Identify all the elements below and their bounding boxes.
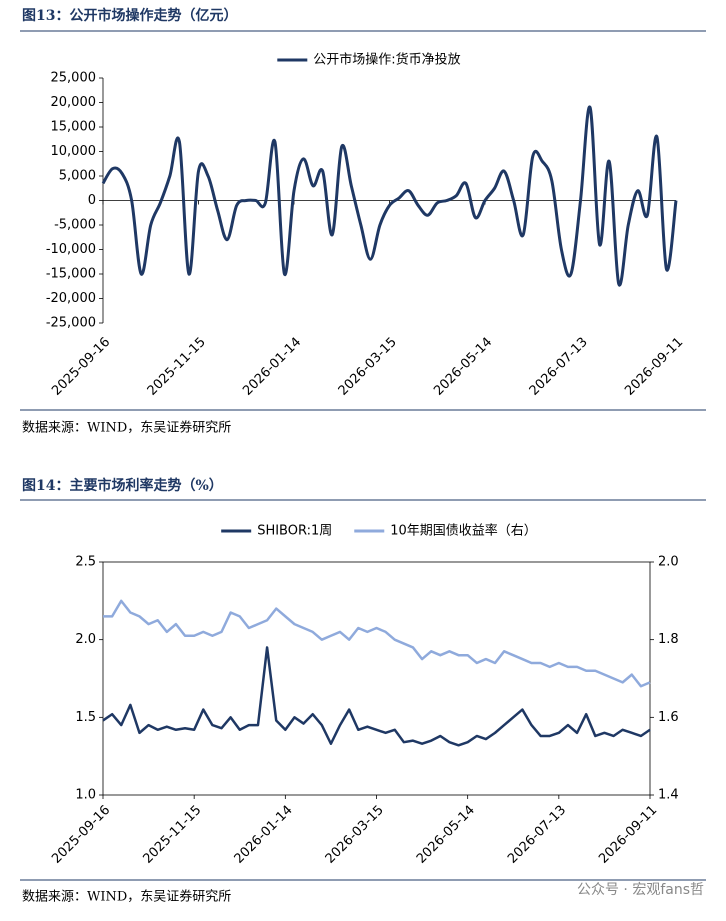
y2-tick-label: 1.8 (658, 632, 679, 647)
x-tick-label: 2026-03-15 (323, 803, 387, 867)
x-tick-label: 2026-05-14 (431, 335, 495, 399)
source-note: 数据来源：WIND，东吴证券研究所 (22, 889, 231, 905)
y-tick-label: -5,000 (54, 218, 96, 233)
y-tick-label: -25,000 (46, 316, 96, 331)
legend-label: SHIBOR:1周 (257, 524, 332, 539)
y2-tick-label: 1.4 (658, 788, 679, 803)
x-tick-label: 2025-09-16 (49, 803, 113, 867)
figure-title: 图13：公开市场操作走势（亿元） (22, 7, 237, 24)
y2-tick-label: 1.6 (658, 710, 679, 725)
x-tick-label: 2025-11-15 (140, 803, 204, 867)
legend-label: 10年期国债收益率（右） (390, 523, 537, 539)
y-tick-label: 0 (88, 193, 96, 208)
y-tick-label: 1.5 (75, 710, 96, 725)
series-line (103, 599, 651, 688)
legend-label: 公开市场操作:货币净投放 (313, 52, 460, 68)
y-tick-label: 2.0 (75, 632, 96, 647)
y-tick-label: 2.5 (75, 555, 96, 570)
x-tick-label: 2025-11-15 (145, 335, 209, 399)
y-tick-label: -10,000 (46, 242, 96, 257)
x-tick-label: 2026-05-14 (414, 803, 478, 867)
x-tick-label: 2026-03-15 (336, 335, 400, 399)
series-line (101, 105, 678, 287)
y-tick-label: 25,000 (51, 71, 97, 86)
y2-tick-label: 2.0 (658, 555, 679, 570)
series-line (102, 646, 651, 747)
y-tick-label: 20,000 (51, 95, 97, 110)
x-tick-label: 2026-07-13 (527, 335, 591, 399)
x-tick-label: 2026-09-11 (622, 335, 686, 399)
y-tick-label: 15,000 (51, 120, 97, 135)
x-tick-label: 2026-07-13 (505, 803, 569, 867)
x-tick-label: 2026-01-14 (232, 803, 296, 867)
y-tick-label: 1.0 (75, 788, 96, 803)
figure-title: 图14：主要市场利率走势（%） (22, 477, 223, 494)
y-tick-label: 10,000 (51, 144, 97, 159)
watermark: 公众号 · 宏观fans哲 (577, 882, 704, 898)
source-note: 数据来源：WIND，东吴证券研究所 (22, 420, 231, 436)
x-tick-label: 2026-01-14 (240, 335, 304, 399)
x-tick-label: 2025-09-16 (49, 335, 113, 399)
x-tick-label: 2026-09-11 (596, 803, 660, 867)
y-tick-label: -15,000 (46, 267, 96, 282)
y-tick-label: 5,000 (59, 169, 96, 184)
plot-frame (102, 561, 651, 796)
y-tick-label: -20,000 (46, 291, 96, 306)
